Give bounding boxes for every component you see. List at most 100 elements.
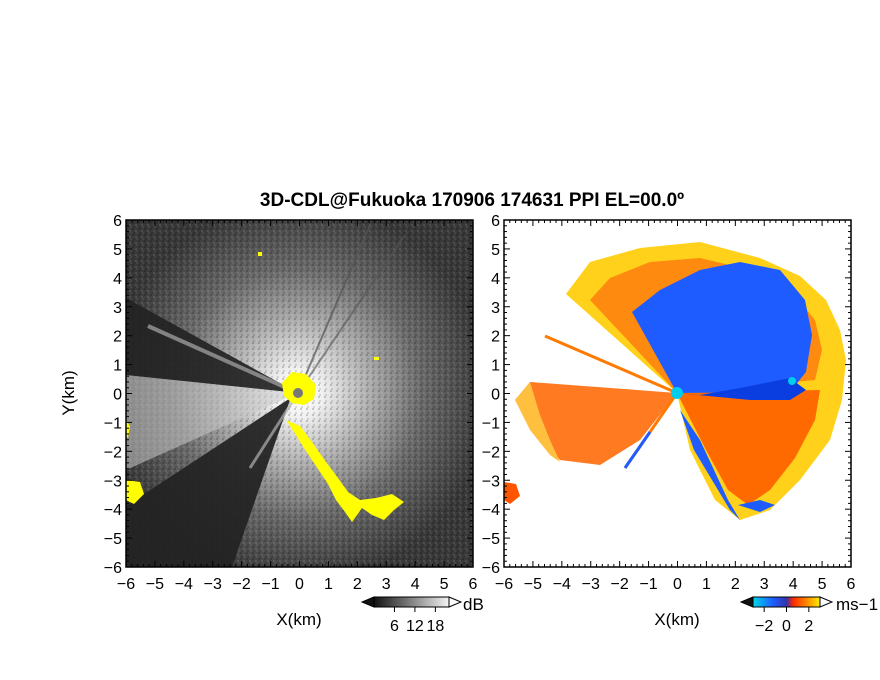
velocity-panel: −6 −5 −4 −3 −2 −1 0 1 2 3 4 5 6 −6 −5 −4 −3 −2 −1 0 1 2 3 4 5 6 X… xyxy=(482,213,856,629)
x-tick-label: 6 xyxy=(847,576,856,593)
y-tick-label: −6 xyxy=(482,560,500,577)
y-tick-label: −4 xyxy=(104,502,122,519)
colorbar-tick-label: −2 xyxy=(755,618,773,635)
x-tick-label: 4 xyxy=(789,576,798,593)
y-tick-label: 6 xyxy=(113,213,122,230)
y-tick-label: −1 xyxy=(104,415,122,432)
velocity-blue-northeast xyxy=(632,262,812,393)
chart-title: 3D-CDL@Fukuoka 170906 174631 PPI EL=00.0… xyxy=(260,190,684,211)
reflectivity-panel: −6 −5 −4 −3 −2 −1 0 1 2 3 4 5 6 −6 −5 −4 −3 −2 −1 0 1 2 3 4 5 6 X… xyxy=(59,213,478,629)
velocity-ticks: −6 −5 −4 −3 −2 −1 0 1 2 3 4 5 6 −6 −5 −4 −3 −2 −1 0 1 2 3 4 5 6 xyxy=(482,213,856,593)
colorbar-tick-label: 12 xyxy=(406,618,424,635)
clear-sector-west xyxy=(126,375,298,470)
x-tick-label: −3 xyxy=(204,576,222,593)
y-tick-label: 4 xyxy=(113,271,122,288)
ray-streak xyxy=(248,392,300,469)
x-tick-label: −2 xyxy=(233,576,251,593)
y-tick-label: −1 xyxy=(482,415,500,432)
x-axis-label-left: X(km) xyxy=(276,610,321,629)
colorbar-arrow-low xyxy=(360,596,375,608)
y-tick-label: 3 xyxy=(113,300,122,317)
x-tick-label: 0 xyxy=(295,576,304,593)
reflectivity-colorbar: 6 12 18 dB xyxy=(360,595,484,635)
y-tick-label: −4 xyxy=(482,502,500,519)
radar-center-left xyxy=(293,388,303,398)
colorbar-arrow-high xyxy=(448,596,463,608)
x-tick-label: 3 xyxy=(760,576,769,593)
colorbar-ramp xyxy=(373,596,450,608)
y-tick-label: 0 xyxy=(491,387,500,404)
y-tick-label: −5 xyxy=(104,531,122,548)
x-tick-label: −1 xyxy=(261,576,279,593)
mask-speck xyxy=(258,252,262,256)
x-tick-label: −6 xyxy=(495,576,513,593)
ray-streak xyxy=(297,224,371,394)
y-tick-label: 5 xyxy=(491,242,500,259)
velocity-ray xyxy=(544,334,678,395)
y-tick-label: 4 xyxy=(491,271,500,288)
x-tick-label: −5 xyxy=(146,576,164,593)
x-tick-label: 4 xyxy=(411,576,420,593)
y-tick-label: −6 xyxy=(104,560,122,577)
colorbar-arrow-high xyxy=(819,596,834,608)
colorbar-arrow-low xyxy=(739,596,754,608)
y-tick-label: 5 xyxy=(113,242,122,259)
y-tick-label: −2 xyxy=(482,444,500,461)
x-axis-label-right: X(km) xyxy=(654,610,699,629)
blocked-sector-upper xyxy=(126,298,298,393)
x-tick-label: −5 xyxy=(524,576,542,593)
y-tick-label: 2 xyxy=(491,329,500,346)
velocity-cyan-spot xyxy=(788,377,796,385)
y-axis-label: Y(km) xyxy=(59,370,78,415)
x-tick-label: 5 xyxy=(440,576,449,593)
velocity-colorbar: −2 0 2 ms−1 xyxy=(739,595,878,635)
x-tick-label: 0 xyxy=(673,576,682,593)
y-tick-label: −3 xyxy=(104,473,122,490)
velocity-west-edge-patch xyxy=(504,482,520,504)
x-tick-label: −2 xyxy=(611,576,629,593)
velocity-ray xyxy=(623,431,652,469)
x-tick-label: −1 xyxy=(639,576,657,593)
x-tick-label: 3 xyxy=(382,576,391,593)
colorbar-unit: dB xyxy=(463,595,484,614)
x-tick-label: −3 xyxy=(582,576,600,593)
colorbar-tick-label: 18 xyxy=(426,618,444,635)
ray-streak xyxy=(297,234,406,394)
reflectivity-ticks: −6 −5 −4 −3 −2 −1 0 1 2 3 4 5 6 −6 −5 −4 −3 −2 −1 0 1 2 3 4 5 6 xyxy=(104,213,478,593)
x-tick-label: 6 xyxy=(469,576,478,593)
colorbar-ramp xyxy=(752,596,821,608)
colorbar-unit: ms−1 xyxy=(836,595,878,614)
y-tick-label: −5 xyxy=(482,531,500,548)
y-tick-label: −2 xyxy=(104,444,122,461)
y-tick-label: 2 xyxy=(113,329,122,346)
blocked-sector-lower xyxy=(126,393,298,567)
x-tick-label: −4 xyxy=(553,576,571,593)
y-tick-label: −3 xyxy=(482,473,500,490)
colorbar-tick-label: 0 xyxy=(782,618,791,635)
velocity-west-sector xyxy=(515,382,677,465)
y-tick-label: 1 xyxy=(113,358,122,375)
mask-west-edge xyxy=(126,420,144,504)
colorbar-tick-label: 2 xyxy=(804,618,813,635)
ray-streak xyxy=(147,324,299,395)
velocity-blue-south-edge xyxy=(680,410,775,520)
y-tick-label: 0 xyxy=(113,387,122,404)
y-tick-label: 6 xyxy=(491,213,500,230)
velocity-orange-southeast xyxy=(677,390,820,505)
x-tick-label: 1 xyxy=(324,576,333,593)
colorbar-tick-label: 6 xyxy=(390,618,399,635)
x-tick-label: 5 xyxy=(818,576,827,593)
velocity-blue-east xyxy=(677,378,806,400)
y-tick-label: 1 xyxy=(491,358,500,375)
x-tick-label: −4 xyxy=(175,576,193,593)
y-tick-label: 3 xyxy=(491,300,500,317)
x-tick-label: 1 xyxy=(702,576,711,593)
x-tick-label: −6 xyxy=(117,576,135,593)
velocity-west-fringe xyxy=(515,382,560,462)
radar-center-right xyxy=(671,387,683,399)
mask-southeast xyxy=(286,420,404,522)
x-tick-label: 2 xyxy=(731,576,740,593)
mask-speck xyxy=(374,357,379,360)
x-tick-label: 2 xyxy=(353,576,362,593)
